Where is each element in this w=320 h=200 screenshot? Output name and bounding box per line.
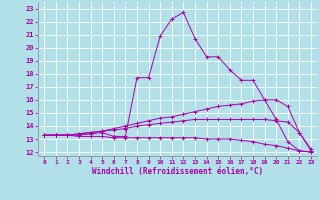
- X-axis label: Windchill (Refroidissement éolien,°C): Windchill (Refroidissement éolien,°C): [92, 167, 263, 176]
